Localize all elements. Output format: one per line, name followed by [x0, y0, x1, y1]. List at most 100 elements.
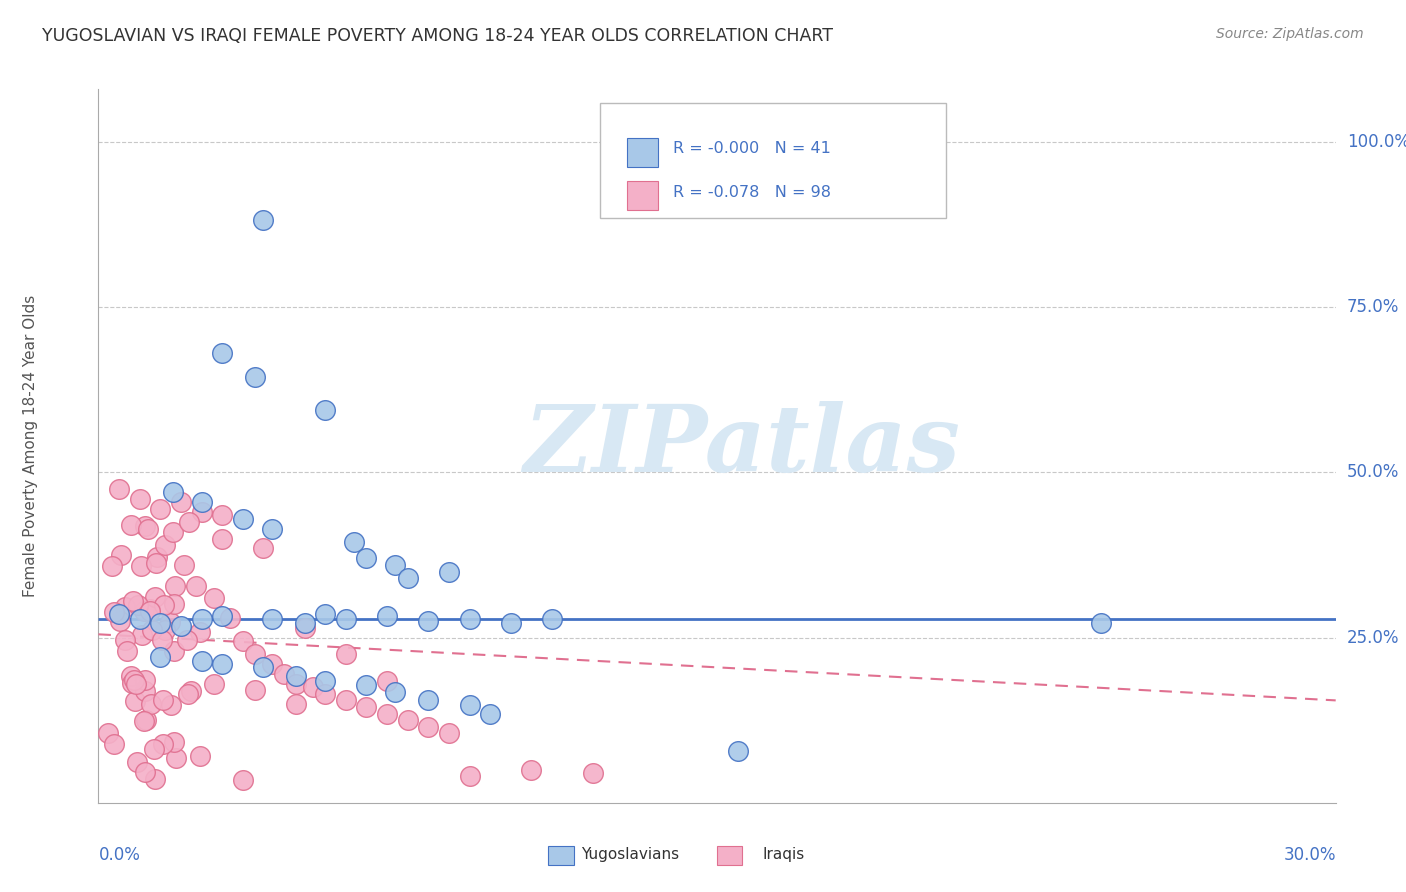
- Point: [190, 654, 212, 668]
- Point: [727, 744, 749, 758]
- Point: [252, 660, 274, 674]
- Point: [163, 644, 186, 658]
- Point: [252, 213, 274, 227]
- Point: [162, 485, 184, 500]
- Point: [100, 559, 122, 574]
- Point: [260, 612, 283, 626]
- FancyBboxPatch shape: [599, 103, 946, 218]
- Point: [335, 612, 357, 626]
- Point: [120, 518, 142, 533]
- Point: [108, 615, 131, 629]
- Point: [384, 558, 406, 572]
- Point: [122, 594, 145, 608]
- Point: [134, 519, 156, 533]
- Point: [190, 495, 212, 509]
- Point: [211, 609, 233, 624]
- Point: [219, 611, 242, 625]
- Point: [153, 538, 176, 552]
- Text: Source: ZipAtlas.com: Source: ZipAtlas.com: [1216, 27, 1364, 41]
- Point: [134, 684, 156, 698]
- Point: [458, 769, 481, 783]
- Point: [136, 522, 159, 536]
- Point: [294, 621, 316, 635]
- Point: [165, 751, 187, 765]
- Point: [479, 706, 502, 721]
- Point: [243, 647, 266, 661]
- Text: Female Poverty Among 18-24 Year Olds: Female Poverty Among 18-24 Year Olds: [22, 295, 38, 597]
- Point: [125, 677, 148, 691]
- Point: [141, 698, 163, 712]
- Point: [335, 693, 357, 707]
- Point: [396, 713, 419, 727]
- Point: [152, 693, 174, 707]
- Point: [163, 597, 186, 611]
- Point: [143, 590, 166, 604]
- Point: [437, 726, 460, 740]
- Point: [177, 688, 200, 702]
- Point: [149, 616, 172, 631]
- Point: [458, 612, 481, 626]
- Point: [202, 591, 225, 605]
- Point: [243, 683, 266, 698]
- Point: [418, 693, 440, 707]
- Text: 100.0%: 100.0%: [1347, 133, 1406, 151]
- Point: [150, 633, 173, 648]
- Point: [159, 615, 181, 629]
- Point: [375, 673, 398, 688]
- Point: [314, 607, 336, 622]
- Point: [285, 669, 308, 683]
- Point: [273, 667, 295, 681]
- FancyBboxPatch shape: [627, 181, 658, 210]
- Point: [356, 551, 378, 566]
- Point: [343, 534, 366, 549]
- Point: [160, 698, 183, 712]
- Text: YUGOSLAVIAN VS IRAQI FEMALE POVERTY AMONG 18-24 YEAR OLDS CORRELATION CHART: YUGOSLAVIAN VS IRAQI FEMALE POVERTY AMON…: [42, 27, 834, 45]
- Point: [375, 609, 398, 624]
- Point: [128, 612, 150, 626]
- Point: [260, 657, 283, 671]
- Text: 25.0%: 25.0%: [1347, 629, 1399, 647]
- Point: [121, 675, 143, 690]
- Point: [190, 612, 212, 626]
- FancyBboxPatch shape: [627, 138, 658, 167]
- Point: [499, 616, 522, 631]
- Point: [128, 491, 150, 506]
- Point: [356, 678, 378, 692]
- Point: [141, 623, 163, 637]
- Text: 50.0%: 50.0%: [1347, 464, 1399, 482]
- Text: ZIPatlas: ZIPatlas: [523, 401, 960, 491]
- Point: [163, 579, 186, 593]
- Point: [146, 550, 169, 565]
- Point: [520, 763, 543, 777]
- Text: R = -0.078   N = 98: R = -0.078 N = 98: [672, 185, 831, 200]
- Text: Yugoslavians: Yugoslavians: [581, 847, 679, 862]
- Point: [108, 482, 131, 496]
- Point: [314, 687, 336, 701]
- Point: [211, 532, 233, 546]
- Point: [211, 657, 233, 671]
- Point: [541, 612, 564, 626]
- Point: [396, 571, 419, 585]
- Point: [418, 720, 440, 734]
- Point: [170, 618, 193, 632]
- Point: [134, 764, 156, 779]
- Text: R = -0.000   N = 41: R = -0.000 N = 41: [672, 141, 831, 156]
- Point: [285, 697, 308, 711]
- Point: [134, 603, 156, 617]
- Point: [143, 742, 166, 756]
- Point: [103, 737, 125, 751]
- Point: [124, 694, 146, 708]
- Point: [120, 668, 142, 682]
- Point: [122, 673, 145, 688]
- Point: [110, 548, 132, 562]
- Point: [162, 524, 184, 539]
- Point: [243, 369, 266, 384]
- Point: [153, 598, 176, 612]
- Point: [285, 677, 308, 691]
- Point: [314, 673, 336, 688]
- Point: [384, 685, 406, 699]
- Point: [437, 565, 460, 579]
- Point: [375, 706, 398, 721]
- Point: [418, 614, 440, 628]
- Point: [114, 600, 136, 615]
